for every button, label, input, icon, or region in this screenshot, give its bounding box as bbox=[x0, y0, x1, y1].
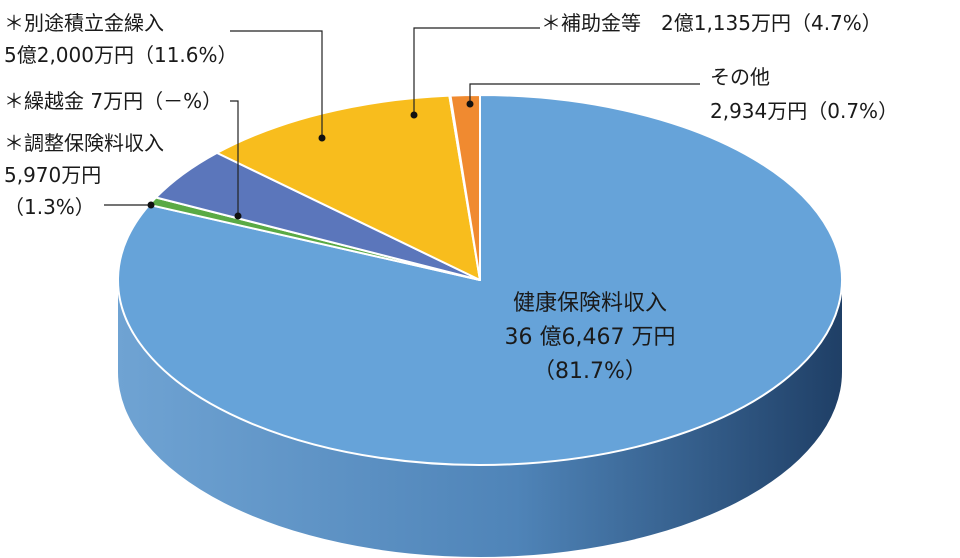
label-health-percent: （81.7%） bbox=[533, 359, 647, 384]
leader-line-carryover bbox=[230, 100, 239, 216]
pie-side-wall bbox=[118, 280, 842, 557]
label-subsidy: ＊補助金等 2億1,135万円（4.7%） bbox=[541, 11, 882, 35]
label-other-amount: 2,934万円（0.7%） bbox=[710, 99, 898, 123]
pie-slice-reserve bbox=[215, 94, 481, 281]
label-adjust-amount: 5,970万円 bbox=[4, 163, 101, 187]
leader-dot-carryover bbox=[234, 212, 242, 220]
label-adjust-percent: （1.3%） bbox=[4, 195, 95, 219]
leader-line-subsidy bbox=[413, 27, 540, 115]
label-carryover: ＊繰越金 7万円（－%） bbox=[4, 89, 222, 113]
leader-dot-adjust bbox=[147, 201, 155, 209]
leader-dot-reserve bbox=[318, 134, 326, 142]
leader-dot-subsidy bbox=[410, 111, 418, 119]
leader-line-other bbox=[469, 83, 700, 104]
label-reserve-amount: 5億2,000万円（11.6%） bbox=[4, 43, 238, 67]
label-other-name: その他 bbox=[710, 65, 770, 89]
label-adjust-name: ＊調整保険料収入 bbox=[4, 131, 164, 155]
label-health-amount: 36 億6,467 万円 bbox=[505, 325, 676, 350]
leader-dot-other bbox=[466, 100, 474, 108]
label-reserve-name: ＊別途積立金繰入 bbox=[4, 11, 164, 35]
label-health-name: 健康保険料収入 bbox=[513, 291, 667, 316]
pie-slice-adjust bbox=[449, 94, 481, 281]
leader-line-reserve bbox=[230, 30, 323, 138]
